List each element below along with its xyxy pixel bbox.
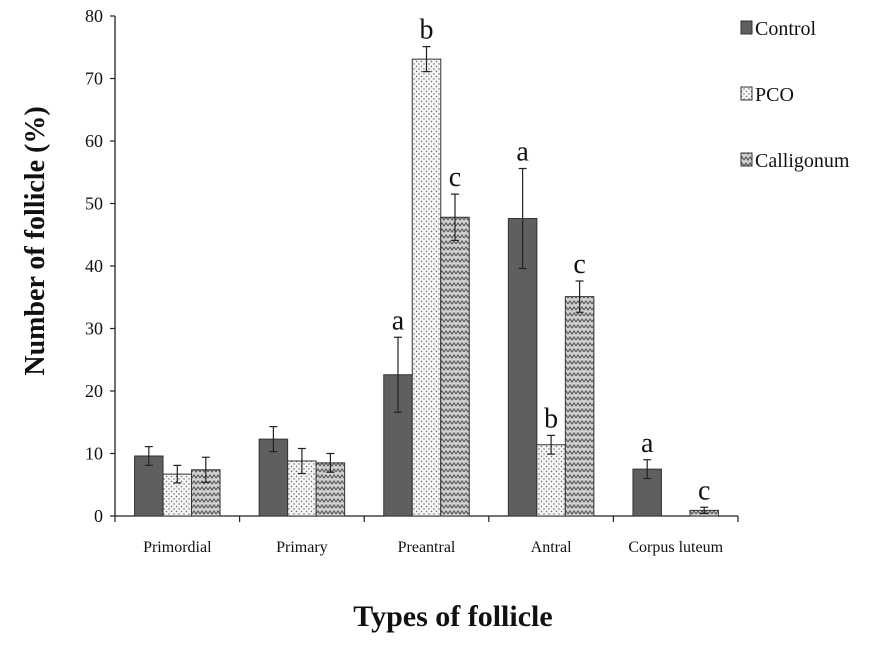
y-axis-title: Number of follicle (%) [20,106,51,375]
error-bar-calligonum-primordial [201,456,210,483]
bar-pco-preantral [411,58,442,517]
significance-letter-calligonum-antral: c [573,249,585,280]
legend-label: Calligonum [755,150,850,172]
significance-letter-calligonum-corpus-luteum: c [698,475,710,506]
bar-calligonum-preantral [440,216,470,517]
significance-letter-calligonum-preantral: c [449,162,461,193]
legend: Control PCO Calligonum [740,18,850,172]
legend-label: PCO [755,84,794,106]
y-tick-label: 40 [85,256,103,276]
legend-swatch [740,20,753,35]
significance-letter-control-corpus-luteum: a [641,428,654,459]
x-axis: Primordial Primary Preantral Antral Corpus l… [114,515,739,556]
legend-item-calligonum: Calligonum [740,150,850,172]
error-bar-calligonum-corpus-luteum [700,506,709,515]
error-bar-calligonum-primary [326,452,335,473]
significance-letter-control-preantral: a [392,305,405,336]
y-tick-label: 30 [85,319,103,339]
x-tick-label-corpus-luteum: Corpus luteum [628,539,723,556]
x-tick-label-preantral: Preantral [398,539,456,556]
significance-letter-pco-preantral: b [420,15,434,46]
error-bar-calligonum-preantral [451,193,459,241]
error-bar-pco-antral [547,434,556,455]
error-bar-calligonum-antral [575,280,584,313]
significance-letter-pco-antral: b [544,403,558,434]
x-tick-label-primordial: Primordial [143,539,212,556]
error-bar-control-preantral [394,336,402,413]
legend-swatch [740,86,753,101]
error-bar-pco-primordial [173,464,182,484]
x-tick-label-antral: Antral [531,539,572,556]
bars-layer: a b c a b c a c [134,15,719,517]
legend-label: Control [755,18,817,40]
error-bar-control-primary [269,426,278,453]
x-axis-title: Types of follicle [353,600,552,633]
bar-pco-antral [536,444,566,517]
significance-letter-control-antral: a [516,137,529,168]
legend-item-pco: PCO [740,84,794,106]
y-axis: 0 10 20 30 40 50 60 70 80 [85,6,116,526]
bar-control-primordial [134,455,164,517]
legend-swatch [740,152,753,167]
error-bar-control-corpus-luteum [643,459,652,480]
x-tick-label-primary: Primary [276,539,328,556]
y-tick-label: 0 [94,506,103,526]
error-bar-pco-preantral [422,46,431,73]
error-bar-control-primordial [144,446,153,466]
bar-calligonum-antral [564,296,595,517]
legend-item-control: Control [740,18,817,40]
y-tick-label: 10 [85,444,103,464]
y-tick-label: 20 [85,381,103,401]
y-tick-label: 70 [85,69,103,89]
y-tick-label: 80 [85,6,103,26]
error-bar-pco-primary [297,447,306,475]
y-tick-label: 50 [85,194,103,214]
y-tick-label: 60 [85,131,103,151]
error-bar-control-antral [518,167,527,270]
